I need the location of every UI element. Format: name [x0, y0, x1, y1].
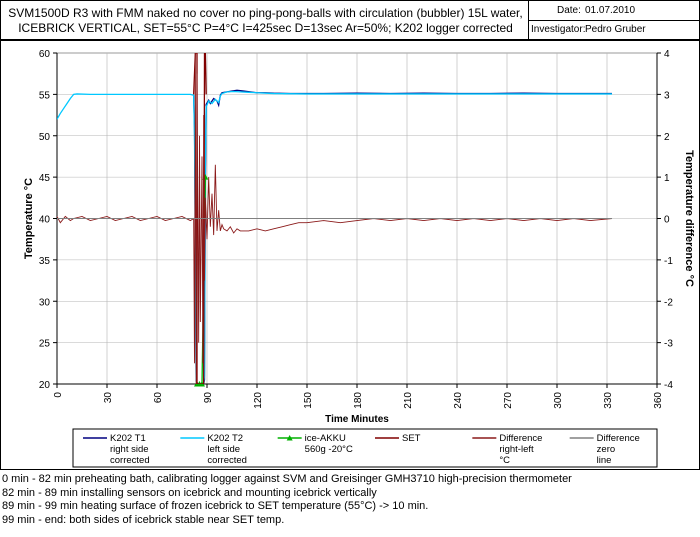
date-value: 01.07.2010 [585, 5, 636, 16]
x-tick-label: 150 [303, 392, 314, 409]
x-tick-label: 300 [553, 392, 564, 409]
y-tick-label: 30 [39, 297, 51, 308]
legend-label: zero [597, 444, 615, 455]
chart-area: 0 30 60 90 120 150 180 210 240 270 300 330 360 20 25 30… [0, 40, 700, 470]
x-tick-label: 330 [603, 392, 614, 409]
y2-tick-label: 1 [664, 173, 670, 184]
investigator-value: Pedro Gruber [585, 24, 646, 35]
y-tick-label: 60 [39, 49, 51, 60]
note-line: 82 min - 89 min installing sensors on ic… [2, 486, 377, 499]
legend-label: Difference [597, 433, 640, 444]
legend-box [72, 428, 658, 468]
y2-tick-label: -3 [664, 339, 673, 350]
legend-label: K202 T2 [207, 433, 243, 444]
y-tick-label: 35 [39, 256, 51, 267]
x-tick-label: 0 [53, 392, 64, 398]
legend-swatch-marker [286, 435, 293, 441]
y2-tick-label: 2 [664, 132, 670, 143]
x-tick-label: 120 [253, 392, 264, 409]
chart-title-line-1: SVM1500D R3 with FMM naked no cover no p… [8, 6, 523, 20]
legend-label: corrected [207, 455, 247, 466]
y2-axis-title: Temperature difference °C [683, 150, 695, 287]
legend-label: °C [499, 455, 510, 466]
legend-label: SET [402, 433, 421, 444]
x-tick-label: 210 [403, 392, 414, 409]
x-tick-label: 60 [153, 392, 164, 404]
meta-box: Date: 01.07.2010 Investigator: Pedro Gru… [528, 0, 700, 40]
x-tick-label: 270 [503, 392, 514, 409]
date-label: Date: [557, 5, 581, 16]
y2-tick-label: 4 [664, 49, 670, 60]
y-axis-title: Temperature °C [23, 178, 35, 259]
note-line: 89 min - 99 min heating surface of froze… [2, 500, 429, 512]
x-tick-label: 90 [203, 392, 214, 404]
legend-label: ice-AKKU [305, 433, 346, 444]
legend-label: left side [207, 444, 240, 455]
y2-tick-label: 3 [664, 90, 670, 101]
y-tick-label: 25 [39, 339, 51, 350]
x-tick-label: 360 [653, 392, 664, 409]
investigator-row: Investigator: Pedro Gruber [529, 20, 699, 40]
y2-tick-label: -4 [664, 380, 673, 391]
notes: 0 min - 82 min preheating bath, calibrat… [2, 473, 698, 527]
note-line: 0 min - 82 min preheating bath, calibrat… [2, 473, 572, 485]
y-tick-label: 45 [39, 173, 51, 184]
chart-title-box: SVM1500D R3 with FMM naked no cover no p… [0, 0, 529, 40]
y2-tick-label: -2 [664, 297, 673, 308]
date-row: Date: 01.07.2010 [529, 1, 699, 21]
x-tick-label: 180 [353, 392, 364, 409]
x-axis-title: Time Minutes [325, 414, 389, 425]
legend-label: right side [110, 444, 149, 455]
chart-title-line-2: ICEBRICK VERTICAL, SET=55°C P=4°C I=425s… [18, 21, 513, 35]
x-tick-label: 240 [453, 392, 464, 409]
legend-label: line [597, 455, 612, 466]
legend-label: K202 T1 [110, 433, 146, 444]
x-tick-label: 30 [103, 392, 114, 404]
y-tick-label: 50 [39, 132, 51, 143]
chart-svg: 0 30 60 90 120 150 180 210 240 270 300 330 360202530… [23, 49, 695, 468]
legend-label: right-left [499, 444, 534, 455]
note-line: 99 min - end: both sides of icebrick sta… [2, 513, 285, 526]
y-tick-label: 40 [39, 215, 51, 226]
legend-label: Difference [499, 433, 542, 444]
y-tick-label: 55 [39, 90, 51, 101]
legend-label: 560g -20°C [305, 444, 353, 455]
legend-label: corrected [110, 455, 150, 466]
y2-tick-label: -1 [664, 256, 673, 267]
y2-tick-label: 0 [664, 215, 670, 226]
y-tick-label: 20 [39, 380, 51, 391]
investigator-label: Investigator: [531, 24, 586, 35]
